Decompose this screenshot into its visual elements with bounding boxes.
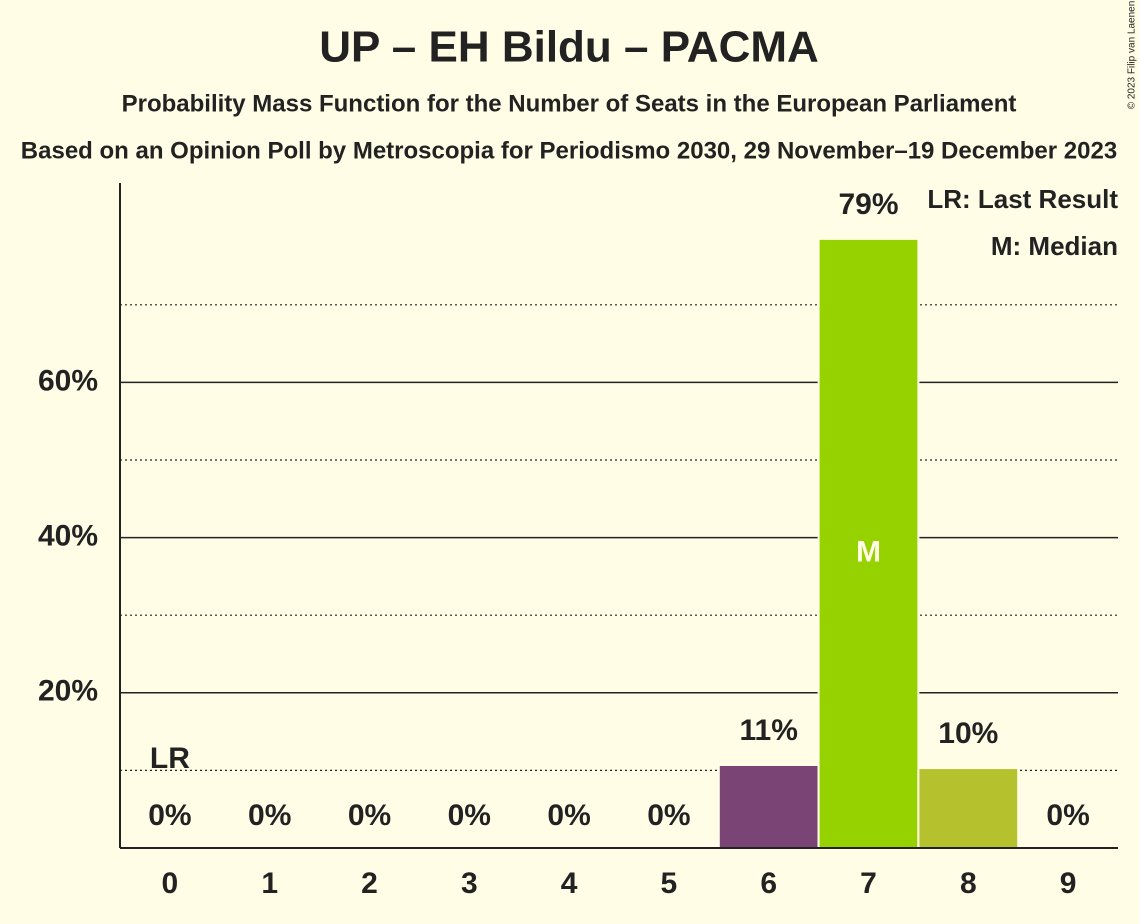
bar	[817, 237, 920, 849]
x-tick-label: 8	[960, 867, 977, 900]
value-label: 0%	[547, 799, 590, 832]
value-label: 0%	[248, 799, 291, 832]
value-label: 79%	[838, 188, 898, 221]
value-label: 0%	[148, 799, 191, 832]
value-label: 0%	[1046, 799, 1089, 832]
chart-subtitle: Based on an Opinion Poll by Metroscopia …	[21, 137, 1117, 164]
x-tick-label: 1	[261, 867, 278, 900]
value-label: 10%	[938, 717, 998, 750]
value-label: 11%	[740, 714, 798, 747]
x-tick-label: 0	[162, 867, 179, 900]
x-tick-label: 7	[860, 867, 877, 900]
x-tick-label: 6	[760, 867, 777, 900]
y-tick-label: 60%	[38, 364, 98, 397]
chart-title: UP – EH Bildu – PACMA	[319, 23, 819, 72]
bar	[917, 767, 1020, 850]
x-tick-label: 2	[361, 867, 378, 900]
copyright: © 2023 Filip van Laenen	[1127, 1, 1138, 110]
value-label: 0%	[348, 799, 391, 832]
x-tick-label: 5	[661, 867, 678, 900]
y-tick-label: 40%	[38, 520, 98, 553]
value-label: 0%	[647, 799, 690, 832]
x-tick-label: 4	[561, 867, 578, 900]
annotation: LR	[150, 742, 190, 775]
bar	[717, 763, 820, 849]
annotation: M	[856, 535, 881, 568]
x-tick-label: 9	[1060, 867, 1077, 900]
value-label: 0%	[448, 799, 491, 832]
legend-entry: M: Median	[991, 231, 1118, 261]
y-tick-label: 20%	[38, 675, 98, 708]
x-tick-label: 3	[461, 867, 478, 900]
legend-entry: LR: Last Result	[927, 184, 1118, 214]
chart-subtitle: Probability Mass Function for the Number…	[122, 90, 1017, 117]
